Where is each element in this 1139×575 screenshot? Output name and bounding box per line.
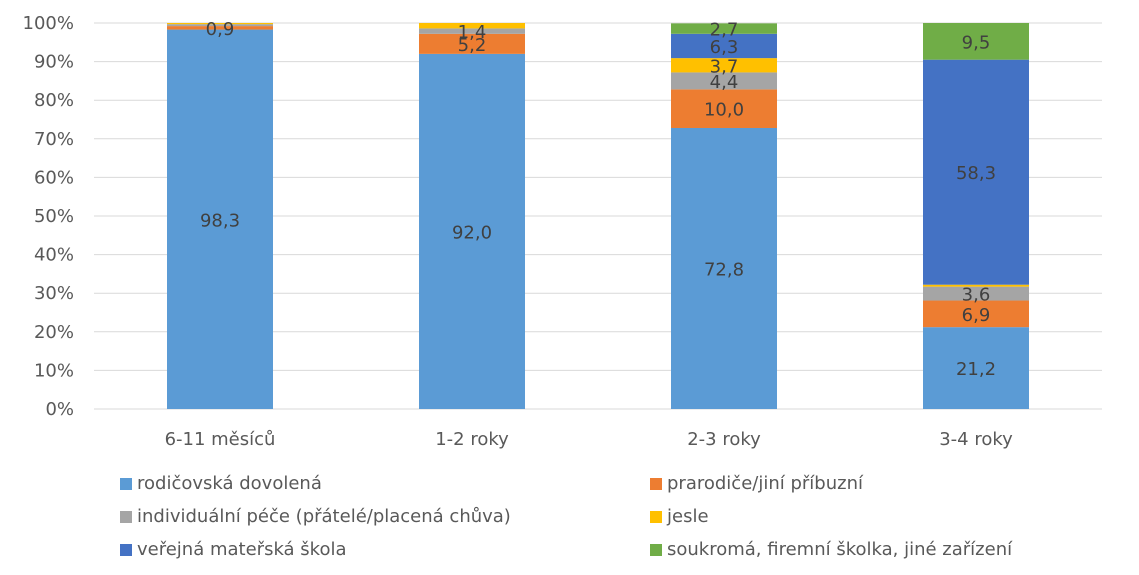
legend-swatch — [120, 511, 132, 523]
data-label: 5,2 — [458, 35, 487, 56]
data-label: 0,9 — [206, 19, 235, 40]
x-axis-ticks: 6-11 měsíců 1-2 roky 2-3 roky 3-4 roky — [165, 429, 1014, 450]
bar-segment — [167, 24, 273, 27]
data-label: 92,0 — [452, 222, 492, 243]
legend-swatch — [650, 478, 662, 490]
legend-label: jesle — [666, 506, 709, 527]
y-tick-label: 60% — [34, 167, 74, 188]
y-tick-label: 80% — [34, 90, 74, 111]
data-label: 6,9 — [962, 305, 991, 326]
bar-segment — [671, 23, 777, 34]
legend-swatch — [120, 478, 132, 490]
bar-segment — [923, 23, 1029, 60]
data-label: 58,3 — [956, 163, 996, 184]
y-tick-label: 100% — [23, 13, 74, 34]
x-tick-label: 6-11 měsíců — [165, 429, 276, 450]
bar-segment — [671, 58, 777, 73]
y-tick-label: 70% — [34, 129, 74, 150]
legend-label: individuální péče (přátelé/placená chůva… — [137, 506, 511, 527]
bar-segment — [419, 28, 525, 34]
legend-label: veřejná mateřská škola — [137, 539, 347, 560]
y-tick-label: 90% — [34, 52, 74, 73]
data-label: 72,8 — [704, 259, 744, 280]
legend-swatch — [650, 544, 662, 556]
data-label: 9,5 — [962, 32, 991, 53]
legend-label: prarodiče/jiní příbuzní — [667, 473, 864, 494]
legend-label: soukromá, firemní školka, jiné zařízení — [667, 539, 1013, 560]
y-tick-label: 30% — [34, 283, 74, 304]
bar-segment — [167, 29, 273, 409]
legend-swatch — [650, 511, 662, 523]
bar-segment — [923, 284, 1029, 287]
x-tick-label: 3-4 roky — [939, 429, 1013, 450]
data-label: 3,7 — [710, 56, 739, 77]
data-label: 6,3 — [710, 37, 739, 58]
bar-segment — [167, 26, 273, 30]
y-tick-label: 10% — [34, 360, 74, 381]
y-axis-ticks: 0% 10% 20% 30% 40% 50% 60% 70% 80% 90% 100% — [23, 13, 74, 420]
data-label: 1,4 — [458, 22, 487, 43]
bar-segment — [923, 300, 1029, 328]
bar-segment — [923, 327, 1029, 409]
legend-swatch — [120, 544, 132, 556]
y-tick-label: 40% — [34, 245, 74, 266]
data-label: 98,3 — [200, 210, 240, 231]
data-label: 21,2 — [956, 359, 996, 380]
bar-segment — [167, 23, 273, 25]
data-label: 10,0 — [704, 100, 744, 121]
data-label: 2,7 — [710, 20, 739, 41]
data-label: 3,6 — [962, 285, 991, 306]
data-labels: 98,3 0,9 92,0 5,21,4 72,8 10,0 4,43,76,32,7 21,… — [200, 19, 996, 380]
bar-segment — [419, 53, 525, 409]
legend-label: rodičovská dovolená — [137, 473, 322, 494]
bar-segment — [671, 33, 777, 59]
y-tick-label: 20% — [34, 322, 74, 343]
bar-segment — [923, 286, 1029, 301]
bar-segment — [671, 72, 777, 90]
y-tick-label: 50% — [34, 206, 74, 227]
x-tick-label: 2-3 roky — [687, 429, 761, 450]
data-label: 4,4 — [710, 72, 739, 93]
x-tick-label: 1-2 roky — [435, 429, 509, 450]
bar-segment — [419, 33, 525, 54]
bar-segment — [419, 23, 525, 29]
bar-segment — [671, 89, 777, 128]
y-tick-label: 0% — [45, 399, 74, 420]
bars — [167, 23, 1029, 409]
bar-segment — [923, 59, 1029, 285]
bar-segment — [671, 127, 777, 409]
legend: rodičovská dovolená prarodiče/jiní příbuz… — [120, 473, 1013, 560]
